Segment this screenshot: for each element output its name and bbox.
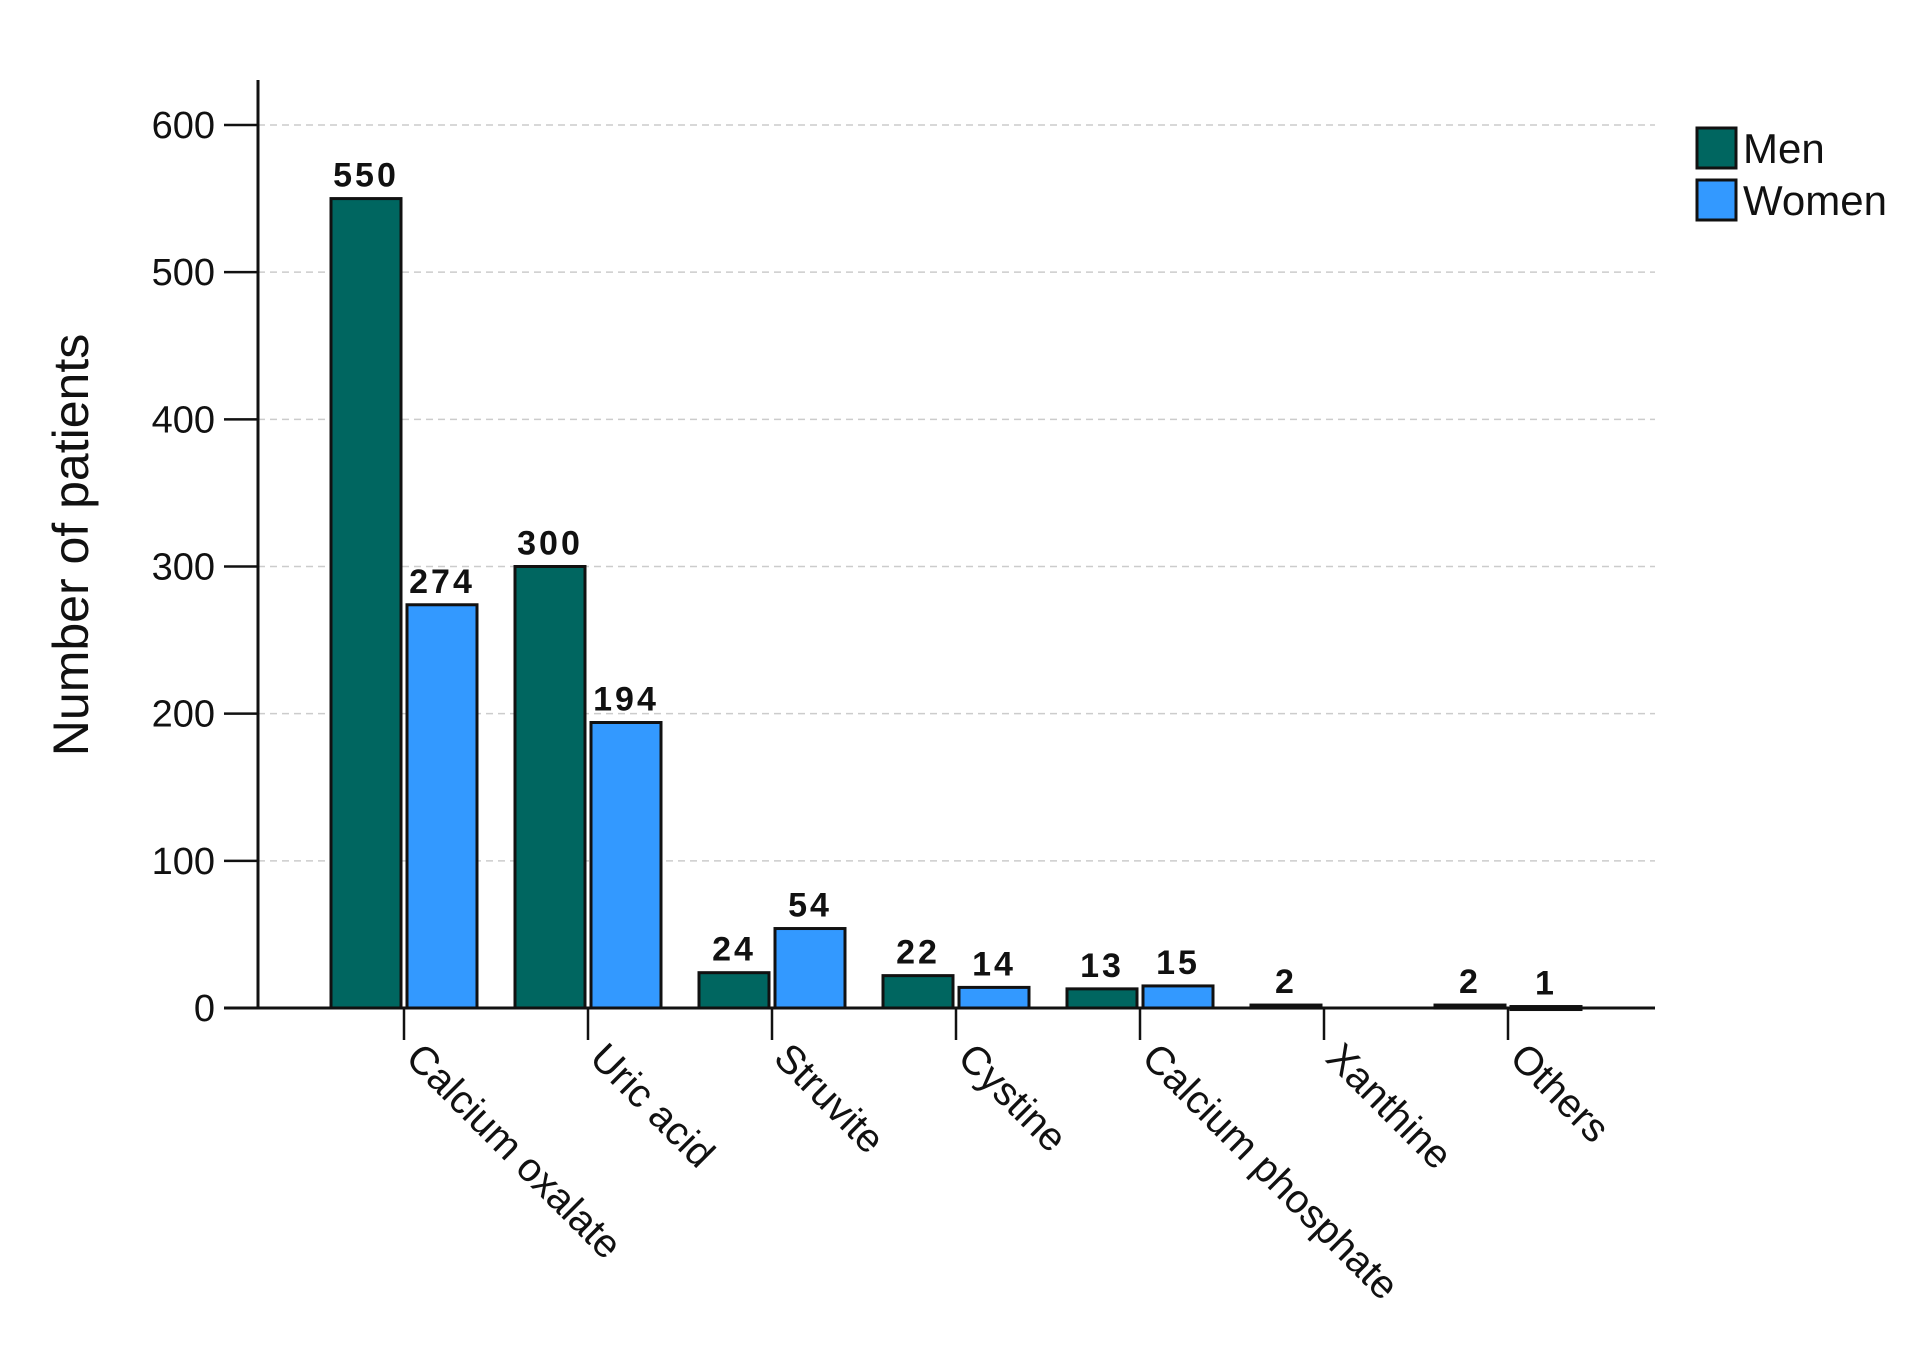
- y-tick-label: 200: [152, 694, 215, 736]
- data-label: 22: [896, 934, 940, 972]
- bar-men: [881, 974, 955, 1010]
- legend-label: Men: [1743, 125, 1825, 172]
- gridlines: [258, 124, 1655, 862]
- x-tick-label: Others: [1502, 1035, 1618, 1151]
- legend: Men Women: [1695, 125, 1887, 224]
- bar-women: [405, 603, 479, 1010]
- bar-women: [589, 720, 663, 1010]
- legend-swatch-women: [1695, 178, 1738, 222]
- data-label: 15: [1156, 944, 1200, 982]
- bar-women: [1141, 984, 1215, 1010]
- legend-swatch-men: [1695, 126, 1738, 170]
- data-label: 550: [333, 157, 399, 195]
- data-label: 2: [1459, 963, 1481, 1001]
- data-label: 1: [1535, 965, 1557, 1003]
- bar-men: [697, 971, 771, 1010]
- data-label: 2: [1275, 963, 1297, 1001]
- x-tick-label: Struvite: [766, 1035, 893, 1162]
- bar-men: [1065, 987, 1139, 1010]
- x-tick-label: Uric acid: [582, 1035, 723, 1176]
- bar-men: [513, 565, 587, 1010]
- y-tick-label: 300: [152, 547, 215, 589]
- y-tick-label: 0: [194, 988, 215, 1030]
- y-tick-label: 100: [152, 841, 215, 883]
- legend-label: Women: [1743, 177, 1887, 224]
- bar-men: [329, 197, 403, 1010]
- axes: [224, 80, 1655, 1040]
- data-label: 274: [409, 563, 475, 601]
- data-label: 24: [712, 931, 756, 969]
- bar-women: [957, 985, 1031, 1010]
- y-tick-label: 400: [152, 399, 215, 441]
- data-label: 14: [972, 945, 1016, 983]
- data-label: 300: [517, 525, 583, 563]
- y-tick-label: 600: [152, 105, 215, 147]
- data-label: 13: [1080, 947, 1124, 985]
- x-tick-label: Cystine: [950, 1035, 1075, 1160]
- bars: [329, 197, 1583, 1012]
- data-label: 194: [593, 680, 659, 718]
- y-axis-label: Number of patients: [43, 334, 99, 756]
- data-label: 54: [788, 887, 832, 925]
- x-tick-label: Xanthine: [1318, 1035, 1461, 1178]
- bar-women: [773, 927, 847, 1010]
- y-tick-label: 500: [152, 252, 215, 294]
